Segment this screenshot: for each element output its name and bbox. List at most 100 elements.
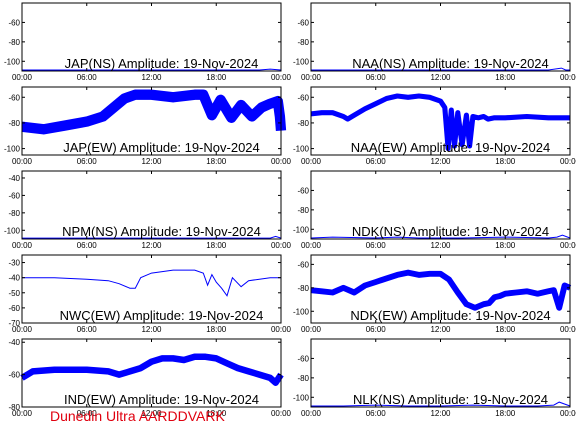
trace-line [22, 235, 282, 239]
panel-1: 00:00 06:00 12:00 18:00 00:00 -60 -80 -100 JAP(N… [4, 2, 292, 82]
panel-2: 00:00 06:00 12:00 18:00 00:00 -60 -80 -100 NAA(N… [293, 2, 576, 82]
x-tick-label: 06:00 [77, 241, 98, 250]
x-tick-label: 06:00 [77, 157, 98, 166]
x-tick-label: 18:00 [495, 409, 516, 418]
x-tick-label: 00:00 [560, 157, 576, 166]
panel-title: JAP(NS) Amplitude: 19-Nov-2024 [65, 56, 259, 71]
panel-3: 00:00 06:00 12:00 18:00 00:00 -60 -80 -100 JAP(E… [4, 86, 292, 166]
x-tick-label: 00:00 [271, 73, 292, 82]
panel-title: NDK(EW) Amplitude: 19-Nov-2024 [350, 308, 550, 323]
credit-label: Dunedin Ultra AARDDVARK [50, 408, 225, 424]
y-tick-label: -80 [297, 284, 309, 293]
y-tick-label: -40 [8, 338, 20, 347]
y-tick-label: -40 [8, 274, 20, 283]
y-tick-label: -60 [297, 260, 309, 269]
panel-title: NLK(NS) Amplitude: 19-Nov-2024 [353, 392, 548, 407]
trace-line [21, 94, 282, 131]
panel-title: NWC(EW) Amplitude: 19-Nov-2024 [60, 308, 264, 323]
x-tick-label: 18:00 [495, 157, 516, 166]
y-tick-label: -100 [4, 145, 21, 154]
x-tick-label: 12:00 [141, 73, 162, 82]
trace-band [21, 89, 287, 135]
panel-title: IND(EW) Amplitude: 19-Nov-2024 [64, 392, 259, 407]
x-tick-label: 12:00 [141, 157, 162, 166]
x-tick-label: 00:00 [301, 157, 322, 166]
panel-6: 00:00 06:00 12:00 18:00 00:00 -60 -80 -100 NDK(N… [293, 170, 576, 250]
y-tick-label: -60 [8, 371, 20, 380]
panel-7: 00:00 06:00 12:00 18:00 00:00 -30 -40 -50 -60 -70… [8, 254, 292, 334]
panel-10: 00:00 06:00 12:00 18:00 00:00 -60 -80 -100 NLK(N… [293, 338, 576, 418]
x-tick-label: 18:00 [495, 241, 516, 250]
trace-line [21, 356, 282, 384]
panel-title: NAA(NS) Amplitude: 19-Nov-2024 [352, 56, 549, 71]
x-tick-label: 00:00 [12, 73, 33, 82]
panel-8: 00:00 06:00 12:00 18:00 00:00 -60 -80 -100 NDK(E… [293, 254, 576, 334]
y-tick-label: -100 [293, 393, 310, 402]
x-tick-label: 00:00 [271, 409, 292, 418]
x-tick-label: 12:00 [141, 241, 162, 250]
y-tick-label: -100 [293, 57, 310, 66]
x-tick-label: 06:00 [77, 325, 98, 334]
y-tick-label: -80 [8, 119, 20, 128]
x-tick-label: 06:00 [366, 73, 387, 82]
x-tick-label: 18:00 [495, 325, 516, 334]
x-tick-label: 18:00 [206, 409, 227, 418]
x-tick-label: 00:00 [271, 157, 292, 166]
x-tick-label: 00:00 [560, 73, 576, 82]
y-tick-label: -100 [4, 226, 21, 235]
y-tick-label: -80 [8, 403, 20, 412]
trace-line [310, 272, 571, 310]
x-tick-label: 18:00 [206, 325, 227, 334]
y-tick-label: -60 [8, 18, 20, 27]
panel-title: JAP(EW) Amplitude: 19-Nov-2024 [63, 140, 260, 155]
y-tick-label: -30 [8, 259, 20, 268]
x-tick-label: 00:00 [301, 325, 322, 334]
x-tick-label: 00:00 [271, 325, 292, 334]
panel-title: NAA(EW) Amplitude: 19-Nov-2024 [351, 140, 550, 155]
trace-line [310, 95, 570, 149]
y-tick-label: -100 [4, 57, 21, 66]
x-tick-label: 12:00 [430, 325, 451, 334]
x-tick-label: 18:00 [206, 73, 227, 82]
x-tick-label: 00:00 [560, 241, 576, 250]
x-tick-label: 06:00 [366, 241, 387, 250]
y-tick-label: -100 [293, 225, 310, 234]
y-tick-label: -60 [8, 191, 20, 200]
y-tick-label: -80 [297, 119, 309, 128]
y-tick-label: -80 [8, 209, 20, 218]
y-tick-label: -60 [297, 18, 309, 27]
y-tick-label: -60 [297, 93, 309, 102]
y-tick-label: -60 [8, 93, 20, 102]
x-tick-label: 18:00 [206, 157, 227, 166]
x-tick-label: 00:00 [271, 241, 292, 250]
x-tick-label: 06:00 [366, 157, 387, 166]
x-tick-label: 12:00 [430, 241, 451, 250]
x-tick-label: 06:00 [77, 409, 98, 418]
x-tick-label: 12:00 [430, 157, 451, 166]
y-tick-label: -80 [297, 206, 309, 215]
x-tick-label: 00:00 [12, 157, 33, 166]
x-tick-label: 00:00 [301, 241, 322, 250]
x-tick-label: 00:00 [12, 241, 33, 250]
x-tick-label: 00:00 [12, 325, 33, 334]
panel-5: 00:00 06:00 12:00 18:00 00:00 -40 -60 -80 -100 NP… [4, 170, 292, 250]
y-tick-label: -60 [297, 354, 309, 363]
y-tick-label: -100 [293, 307, 310, 316]
y-tick-label: -60 [297, 186, 309, 195]
x-tick-label: 00:00 [301, 73, 322, 82]
panel-9: 00:00 06:00 12:00 18:00 00:00 -40 -60 -80 IND(EW… [8, 338, 291, 418]
panel-title: NPM(NS) Amplitude: 19-Nov-2024 [62, 224, 261, 239]
x-tick-label: 18:00 [495, 73, 516, 82]
trace-line [22, 68, 282, 71]
x-tick-label: 06:00 [366, 325, 387, 334]
trace-line [310, 234, 571, 239]
y-tick-label: -60 [8, 304, 20, 313]
y-tick-label: -80 [8, 38, 20, 47]
y-tick-label: -50 [8, 289, 20, 298]
y-tick-label: -80 [297, 38, 309, 47]
y-tick-label: -40 [8, 174, 20, 183]
x-tick-label: 00:00 [301, 409, 322, 418]
x-tick-label: 12:00 [430, 409, 451, 418]
x-tick-label: 00:00 [560, 325, 576, 334]
